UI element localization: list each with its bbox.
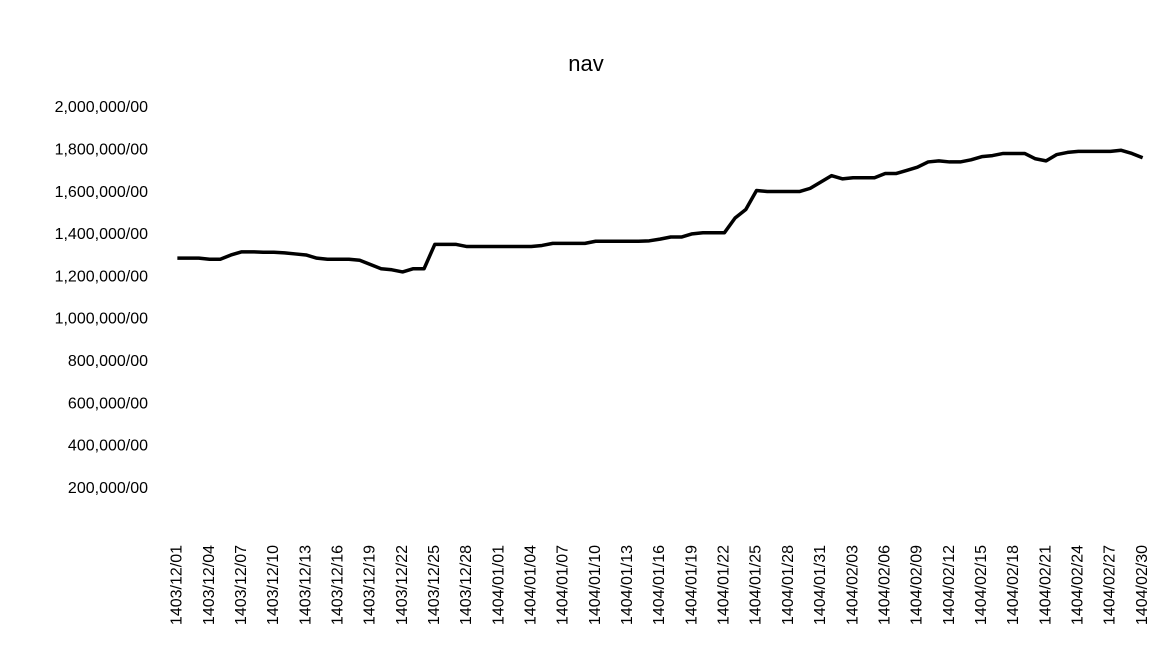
x-tick-label: 1404/02/30 [1134,545,1151,625]
y-tick-label: 1,800,000/00 [55,142,149,159]
x-tick-label: 1403/12/04 [201,545,218,625]
x-tick-label: 1404/01/28 [780,545,797,625]
y-tick-label: 800,000/00 [68,353,148,370]
nav-line [177,148,1144,274]
y-tick-label: 600,000/00 [68,395,148,412]
x-tick-label: 1404/01/19 [683,545,700,625]
x-tick-label: 1404/02/12 [941,545,958,625]
y-tick-label: 1,600,000/00 [55,184,149,201]
x-tick-label: 1404/01/22 [716,545,733,625]
x-tick-label: 1403/12/28 [458,545,475,625]
x-tick-label: 1404/02/24 [1070,545,1087,625]
x-tick-label: 1403/12/07 [233,545,250,625]
x-tick-label: 1404/02/09 [909,545,926,625]
x-tick-label: 1404/02/27 [1102,545,1119,625]
x-tick-label: 1403/12/22 [394,545,411,625]
y-tick-label: 1,400,000/00 [55,226,149,243]
y-tick-label: 400,000/00 [68,438,148,455]
chart-title: nav [568,51,603,76]
x-tick-label: 1404/02/21 [1037,545,1054,625]
x-tick-label: 1403/12/16 [329,545,346,625]
x-tick-label: 1404/01/10 [587,545,604,625]
y-tick-label: 200,000/00 [68,480,148,497]
x-tick-label: 1403/12/01 [169,545,186,625]
x-tick-label: 1404/02/18 [1005,545,1022,625]
y-tick-label: 1,200,000/00 [55,268,149,285]
x-tick-label: 1404/01/04 [523,545,540,625]
x-tick-label: 1404/02/06 [876,545,893,625]
y-tick-label: 2,000,000/00 [55,99,149,116]
x-tick-label: 1403/12/13 [297,545,314,625]
x-tick-label: 1404/01/01 [490,545,507,625]
x-tick-label: 1404/01/07 [555,545,572,625]
x-tick-label: 1404/01/13 [619,545,636,625]
x-tick-label: 1404/02/15 [973,545,990,625]
x-tick-label: 1404/01/31 [812,545,829,625]
x-tick-label: 1403/12/10 [265,545,282,625]
x-tick-label: 1404/01/16 [651,545,668,625]
x-tick-label: 1403/12/19 [362,545,379,625]
x-tick-label: 1403/12/25 [426,545,443,625]
y-tick-label: 1,000,000/00 [55,311,149,328]
x-tick-label: 1404/02/03 [844,545,861,625]
x-tick-label: 1404/01/25 [748,545,765,625]
